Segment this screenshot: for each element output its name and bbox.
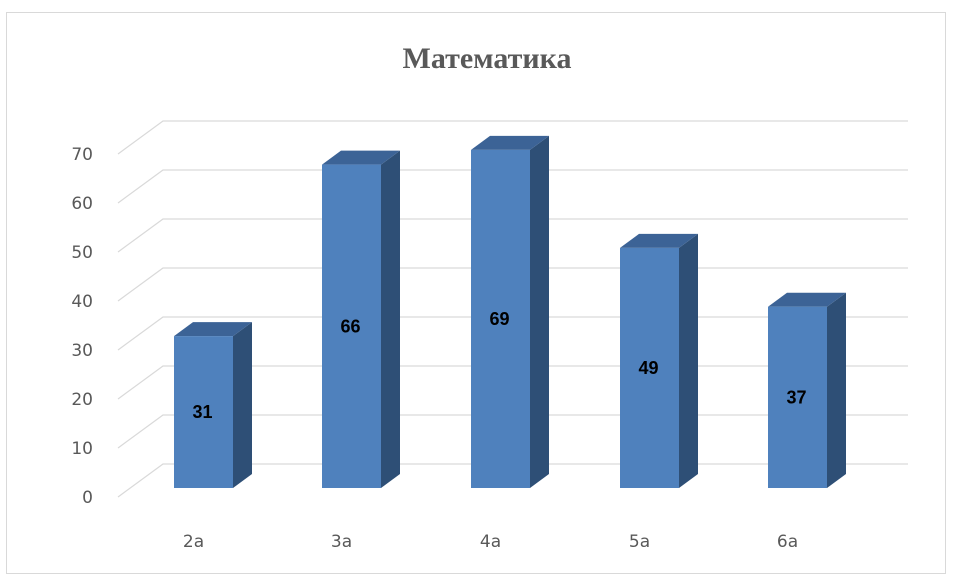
y-tick-label: 30 bbox=[71, 341, 93, 361]
y-tick-label: 0 bbox=[82, 488, 93, 508]
bar-top bbox=[768, 292, 846, 307]
bar-side bbox=[679, 233, 698, 488]
y-tick-label: 60 bbox=[71, 194, 93, 214]
y-tick-label: 70 bbox=[71, 145, 93, 165]
bar-side bbox=[233, 322, 252, 488]
bar-side bbox=[381, 150, 400, 488]
gridline bbox=[117, 120, 908, 155]
data-label: 66 bbox=[340, 316, 360, 336]
y-axis-ticks: 0 10 20 30 40 50 60 70 bbox=[71, 145, 93, 508]
data-label: 37 bbox=[786, 387, 806, 407]
y-tick-label: 20 bbox=[71, 390, 93, 410]
bar bbox=[322, 164, 381, 488]
y-tick-label: 50 bbox=[71, 243, 93, 263]
bar-top bbox=[471, 135, 549, 150]
chart-title: Математика bbox=[403, 42, 572, 75]
bar-top bbox=[174, 322, 252, 337]
bar bbox=[471, 149, 530, 488]
x-category-label: 2а bbox=[183, 532, 204, 552]
x-category-label: 3а bbox=[331, 532, 352, 552]
gridline bbox=[117, 169, 908, 204]
bar bbox=[620, 247, 679, 488]
bar-side bbox=[530, 135, 549, 488]
data-label: 31 bbox=[192, 402, 212, 422]
gridline bbox=[117, 218, 908, 253]
y-tick-label: 10 bbox=[71, 439, 93, 459]
bar-top bbox=[322, 150, 400, 165]
bar bbox=[174, 336, 233, 488]
bar-top bbox=[620, 233, 698, 248]
x-category-label: 5а bbox=[629, 532, 650, 552]
x-axis-categories: 2а 3а 4а 5а 6а bbox=[183, 532, 798, 552]
data-label: 49 bbox=[638, 358, 658, 378]
bar bbox=[768, 306, 827, 488]
bar-side bbox=[827, 292, 846, 488]
data-label: 69 bbox=[489, 309, 509, 329]
x-category-label: 6а bbox=[777, 532, 798, 552]
bars: 31 66 69 49 37 bbox=[174, 135, 846, 488]
x-category-label: 4а bbox=[480, 532, 501, 552]
y-tick-label: 40 bbox=[71, 292, 93, 312]
